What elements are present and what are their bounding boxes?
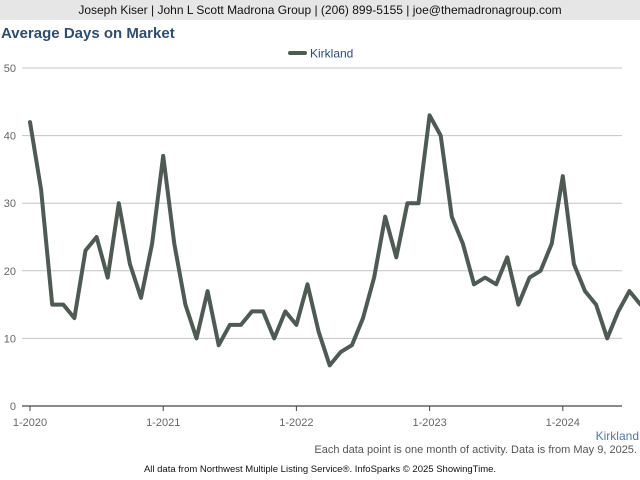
legend-label: Kirkland xyxy=(310,47,353,61)
series-line xyxy=(28,113,640,368)
x-tick-label: 1-2020 xyxy=(13,417,47,429)
y-tick-label: 0 xyxy=(10,401,16,413)
x-tick-label: 1-2024 xyxy=(546,417,580,429)
x-tick-label: 1-2021 xyxy=(146,417,180,429)
y-tick-label: 40 xyxy=(4,131,16,143)
contact-banner: Joseph Kiser | John L Scott Madrona Grou… xyxy=(0,0,640,20)
y-tick-label: 10 xyxy=(4,333,16,345)
source-credit: All data from Northwest Multiple Listing… xyxy=(143,464,497,475)
data-note: Each data point is one month of activity… xyxy=(314,444,637,456)
x-axis-label: Kirkland xyxy=(596,429,639,443)
x-tick-label: 1-2023 xyxy=(412,417,446,429)
x-tick-label: 1-2022 xyxy=(279,417,313,429)
y-tick-label: 20 xyxy=(4,266,16,278)
y-tick-label: 50 xyxy=(4,63,16,75)
y-tick-label: 30 xyxy=(4,198,16,210)
chart-title: Average Days on Market xyxy=(1,25,175,42)
